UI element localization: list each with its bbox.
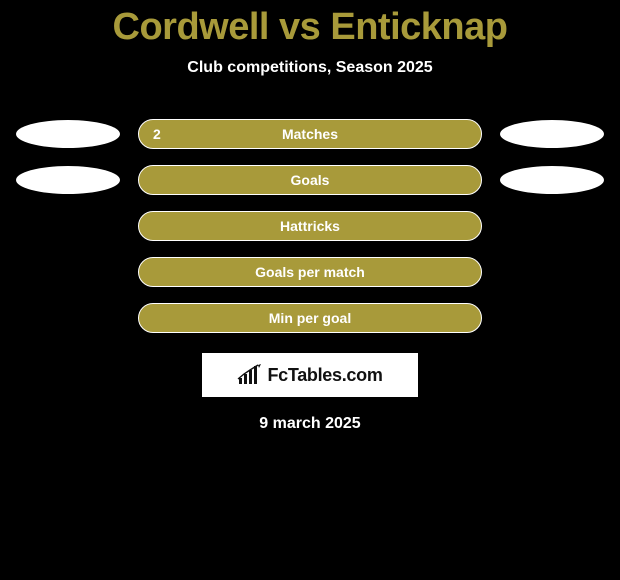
stat-label: Matches [282,126,338,142]
stat-bar-goals: Goals [138,165,482,195]
stat-bar-hattricks: Hattricks [138,211,482,241]
stat-bar-min-per-goal: Min per goal [138,303,482,333]
left-ellipse [16,120,120,148]
comparison-row: Hattricks [0,209,620,243]
page-title: Cordwell vs Enticknap [0,0,620,49]
stat-left-value: 2 [153,126,161,142]
right-ellipse [500,166,604,194]
left-ellipse [16,166,120,194]
comparison-row: 2 Matches [0,117,620,151]
comparison-row: Goals [0,163,620,197]
stat-bar-matches: 2 Matches [138,119,482,149]
comparison-row: Min per goal [0,301,620,335]
stat-label: Goals per match [255,264,365,280]
fctables-logo[interactable]: FcTables.com [202,353,418,397]
comparison-row: Goals per match [0,255,620,289]
stat-label: Hattricks [280,218,340,234]
subtitle: Club competitions, Season 2025 [0,59,620,77]
stat-bar-goals-per-match: Goals per match [138,257,482,287]
date-label: 9 march 2025 [0,415,620,433]
stat-label: Min per goal [269,310,351,326]
comparison-rows: 2 Matches Goals Hattricks Goals per matc… [0,117,620,335]
logo-text: FcTables.com [267,365,382,386]
bar-chart-icon [237,364,263,386]
right-ellipse [500,120,604,148]
stat-label: Goals [291,172,330,188]
